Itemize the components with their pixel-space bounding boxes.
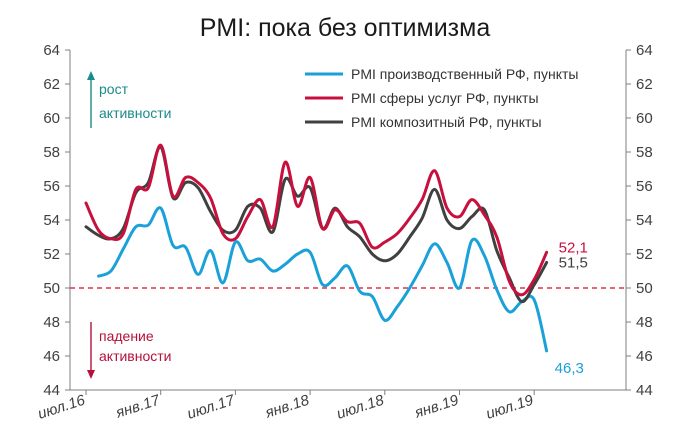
y-tick-label-right: 62 [636, 76, 653, 93]
legend-label-services: PMI сферы услуг РФ, пункты [351, 90, 539, 106]
y-tick-label-left: 52 [43, 246, 60, 263]
arrow-down-head-icon [87, 370, 95, 379]
y-tick-label-left: 56 [43, 178, 60, 195]
x-tick-label: янв.19 [412, 391, 462, 422]
annotation-growth: рост активности [87, 71, 172, 128]
y-tick-label-right: 58 [636, 144, 653, 161]
y-tick-label-right: 56 [636, 178, 653, 195]
annotation-decline-line2: активности [99, 348, 172, 364]
y-tick-label-right: 48 [636, 314, 653, 331]
x-ticks: июл.16 янв.17 июл.17 янв.18 июл.18 янв.19 июл.… [36, 390, 536, 423]
y-tick-label-left: 44 [43, 382, 60, 399]
y-tick-label-left: 60 [43, 110, 60, 127]
annotation-decline-line1: падение [99, 328, 154, 344]
series-line-manufacturing [97, 206, 549, 353]
y-tick-label-right: 54 [636, 212, 653, 229]
end-label-composite: 51,5 [559, 255, 588, 272]
y-tick-label-right: 46 [636, 348, 653, 365]
x-tick-label: июл.19 [484, 391, 536, 422]
y-tick-label-right: 44 [636, 382, 653, 399]
annotation-growth-line1: рост [99, 81, 129, 97]
y-tick-label-right: 60 [636, 110, 653, 127]
x-tick-label: июл.17 [185, 391, 237, 422]
y-tick-label-left: 48 [43, 314, 60, 331]
y-tick-label-right: 64 [636, 42, 653, 59]
y-tick-label-left: 46 [43, 348, 60, 365]
annotation-growth-line2: активности [99, 105, 172, 121]
end-labels: 46,3 51,552,1 [555, 239, 588, 377]
y-tick-label-left: 54 [43, 212, 60, 229]
series-line-composite [84, 145, 549, 304]
legend-label-manufacturing: PMI производственный РФ, пункты [351, 66, 579, 82]
annotation-decline: падение активности [87, 322, 172, 379]
end-label-services: 52,1 [559, 239, 588, 256]
y-tick-label-left: 50 [43, 280, 60, 297]
x-tick-label: янв.18 [262, 391, 312, 422]
x-tick-label: янв.17 [113, 391, 163, 422]
x-tick-label: июл.18 [335, 391, 387, 422]
y-tick-label-right: 52 [636, 246, 653, 263]
y-ticks-right: 44 46 48 50 52 54 56 58 60 62 64 [626, 42, 653, 399]
series-layer [84, 143, 549, 353]
y-tick-label-left: 62 [43, 76, 60, 93]
end-label-manufacturing: 46,3 [555, 360, 584, 377]
y-tick-label-right: 50 [636, 280, 653, 297]
legend: PMI производственный РФ, пункты PMI сфер… [305, 66, 579, 130]
arrow-up-head-icon [87, 71, 95, 80]
y-tick-label-left: 64 [43, 42, 60, 59]
y-ticks-left: 44 46 48 50 52 54 56 58 60 62 64 [43, 42, 70, 399]
series-line-services [84, 143, 549, 297]
legend-label-composite: PMI композитный РФ, пункты [351, 114, 542, 130]
y-tick-label-left: 58 [43, 144, 60, 161]
chart-title: PMI: пока без оптимизма [200, 14, 491, 42]
